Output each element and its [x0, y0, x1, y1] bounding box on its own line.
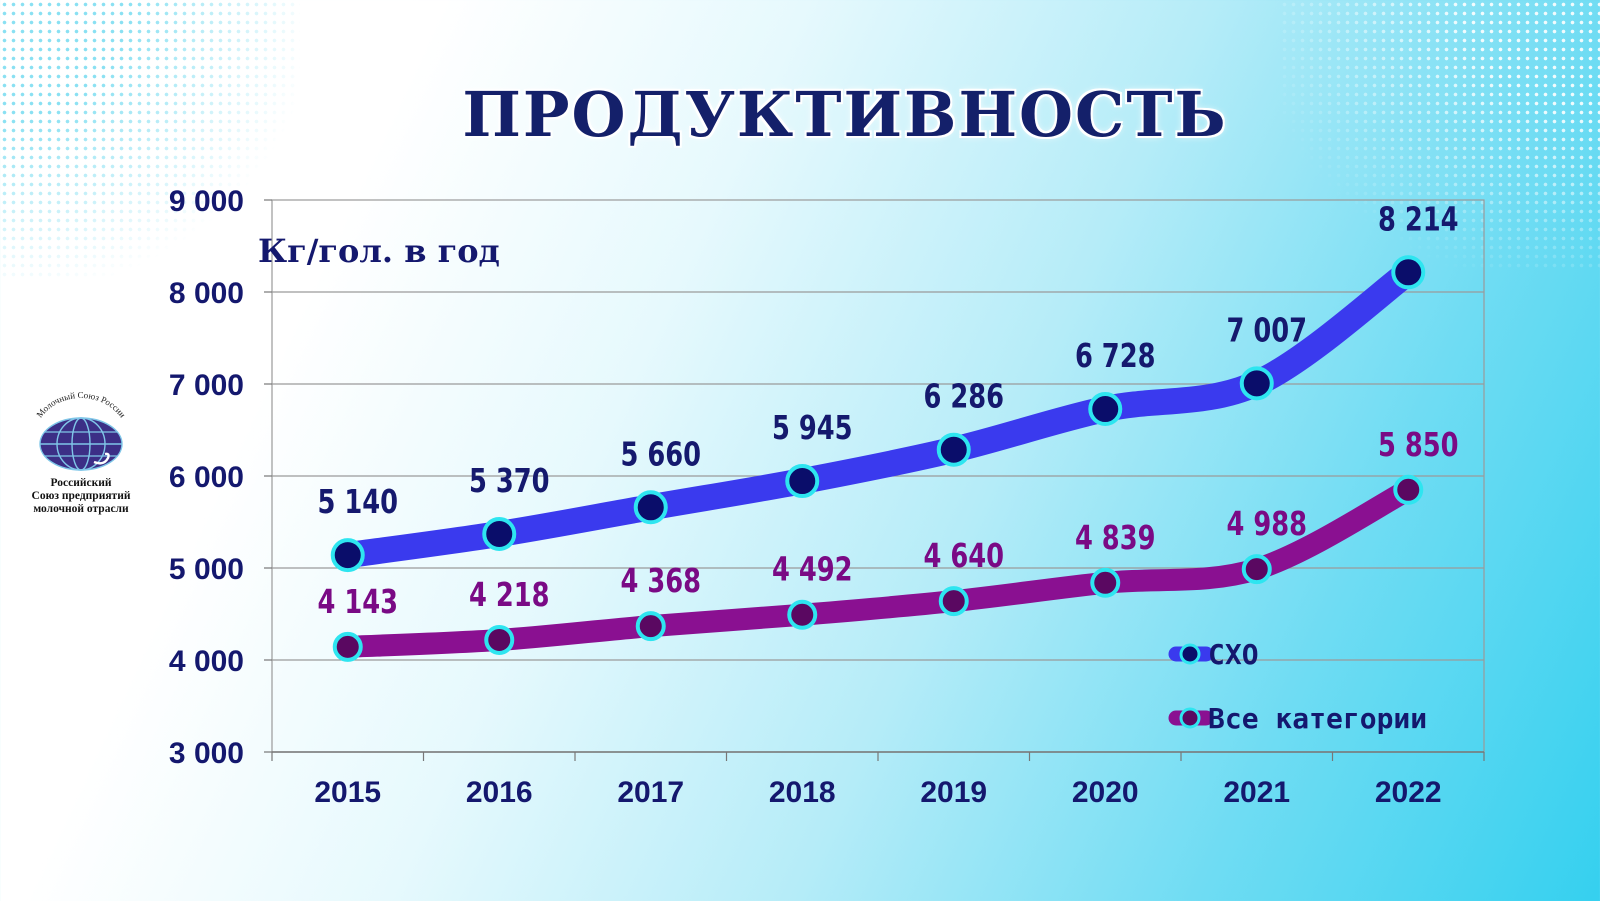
data-label: 4 492 — [772, 551, 853, 589]
data-label: 6 286 — [923, 378, 1004, 416]
data-point — [938, 586, 969, 617]
y-tick-label: 5 000 — [169, 553, 244, 586]
y-tick-label: 6 000 — [169, 461, 244, 494]
y-axis-unit-label: Кг/гол. в год — [258, 232, 500, 270]
logo-caption-line-3: молочной отрасли — [33, 503, 129, 515]
data-label: 8 214 — [1378, 200, 1459, 238]
data-point — [1088, 392, 1123, 427]
data-point — [633, 490, 668, 525]
x-tick-label: 2016 — [466, 776, 533, 809]
axis-layer: 3 000 4 000 5 000 6 000 7 000 8 000 9 000 2015 2… — [169, 185, 1485, 809]
legend-label: Все категории — [1208, 702, 1427, 735]
data-point — [1241, 554, 1272, 585]
x-tick-label: 2018 — [769, 776, 836, 809]
logo-caption-line-1: Российский — [50, 477, 112, 489]
y-tick-label: 3 000 — [169, 737, 244, 770]
x-tick-label: 2017 — [617, 776, 684, 809]
data-label: 6 728 — [1075, 337, 1156, 375]
data-point — [484, 624, 515, 655]
page-title: ПРОДУКТИВНОСТЬ — [462, 78, 1228, 151]
decorative-dots-top-right — [1280, 0, 1600, 270]
data-point — [1090, 567, 1121, 598]
y-tick-label: 8 000 — [169, 277, 244, 310]
x-tick-label: 2022 — [1375, 776, 1442, 809]
y-tick-label: 9 000 — [169, 185, 244, 218]
data-point — [1393, 474, 1424, 505]
data-label: 4 988 — [1226, 505, 1307, 543]
x-tick-label: 2020 — [1072, 776, 1139, 809]
series-layer — [330, 255, 1426, 662]
data-label: 5 370 — [469, 462, 550, 500]
data-label: 4 218 — [469, 576, 550, 614]
x-tick-label: 2015 — [314, 776, 381, 809]
x-tick-label: 2021 — [1223, 776, 1290, 809]
y-tick-label: 7 000 — [169, 369, 244, 402]
data-point — [787, 599, 818, 630]
data-label: 4 839 — [1075, 519, 1156, 557]
logo-caption: Российский Союз предприятий молочной отр… — [22, 477, 140, 516]
legend-swatch-marker — [1179, 643, 1201, 665]
data-label: 7 007 — [1226, 311, 1307, 349]
data-label: 5 660 — [620, 435, 701, 473]
data-point — [332, 631, 363, 662]
data-point — [635, 611, 666, 642]
data-label: 4 368 — [620, 562, 701, 600]
data-point — [785, 464, 820, 499]
logo-caption-line-2: Союз предприятий — [31, 490, 131, 502]
data-label: 5 850 — [1378, 426, 1459, 464]
data-point — [1239, 366, 1274, 401]
data-label: 4 143 — [317, 583, 398, 621]
data-point — [1391, 255, 1426, 290]
legend-label: СХО — [1208, 638, 1259, 671]
x-tick-label: 2019 — [920, 776, 987, 809]
data-point — [936, 432, 971, 467]
data-label-layer: 5 140 5 370 5 660 5 945 6 286 6 728 7 007 8 214… — [317, 200, 1458, 620]
data-label: 5 140 — [317, 483, 398, 521]
data-point — [330, 538, 365, 573]
legend-swatch-marker — [1179, 707, 1201, 729]
decorative-dots-top-left — [0, 0, 300, 280]
data-point — [482, 516, 517, 551]
globe-logo-icon: Молочный Союз России — [34, 390, 128, 471]
data-label: 5 945 — [772, 409, 853, 447]
y-tick-label: 4 000 — [169, 645, 244, 678]
data-label: 4 640 — [923, 537, 1004, 575]
logo: Молочный Союз России Российский Союз пре… — [22, 390, 140, 516]
legend: СХО Все категории — [1168, 638, 1427, 735]
